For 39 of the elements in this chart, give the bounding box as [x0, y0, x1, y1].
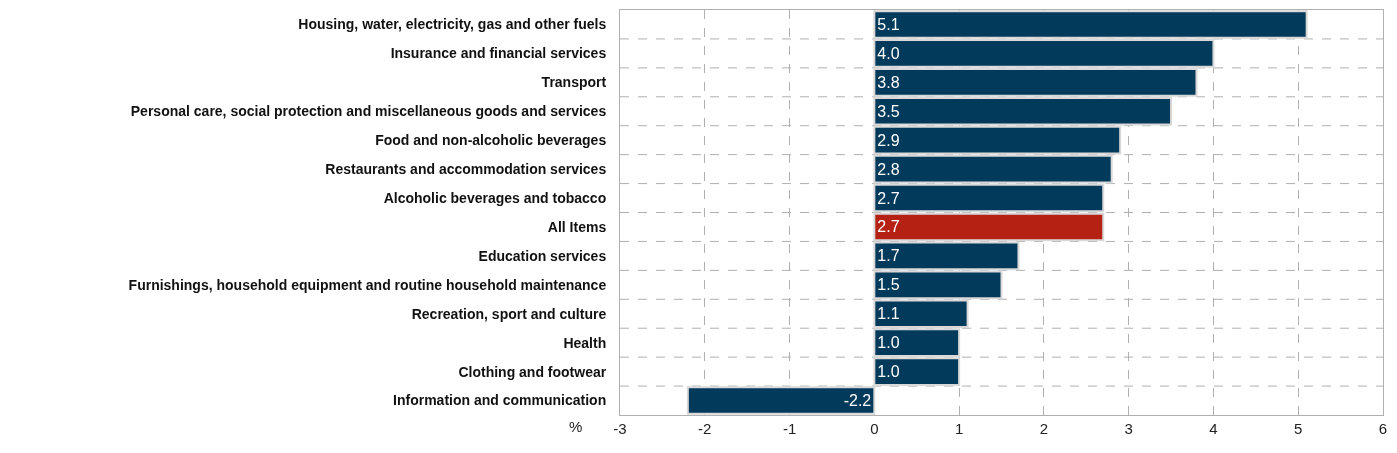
- data-label: 2.7: [877, 189, 900, 207]
- x-tick-label: -3: [613, 420, 627, 437]
- data-label: 3.8: [877, 73, 900, 91]
- data-label: 1.1: [877, 305, 900, 323]
- data-label: 1.0: [877, 363, 900, 381]
- x-tick-label: -1: [782, 420, 797, 437]
- y-tick-label: Information and communication: [393, 392, 607, 409]
- y-tick-label: Furnishings, household equipment and routine household maintenance: [128, 276, 607, 293]
- data-label: 4.0: [877, 44, 900, 62]
- y-tick-label: All Items: [547, 218, 607, 235]
- x-tick-label: 2: [1039, 420, 1049, 437]
- y-tick-label: Alcoholic beverages and tobacco: [383, 189, 607, 206]
- y-tick-label: Personal care, social protection and miscellaneous goods and services: [130, 103, 607, 120]
- x-tick-label: 5: [1294, 420, 1303, 437]
- y-tick-label: Clothing and footwear: [458, 363, 607, 380]
- y-tick-label: Food and non-alcoholic beverages: [375, 132, 607, 149]
- x-tick-label: 4: [1209, 420, 1218, 437]
- data-label: 3.5: [877, 102, 900, 120]
- y-tick-label: Housing, water, electricity, gas and other fuels: [298, 16, 607, 33]
- data-label: 5.1: [877, 15, 900, 33]
- y-tick-label: Insurance and financial services: [390, 45, 607, 62]
- x-tick-label: 6: [1378, 420, 1388, 437]
- x-tick-label: 3: [1124, 420, 1133, 437]
- x-tick-label: 0: [870, 420, 879, 437]
- data-label: -2.2: [843, 392, 872, 410]
- x-axis-title: %: [569, 418, 583, 435]
- x-tick-label: -2: [698, 420, 712, 437]
- y-tick-label: Education services: [478, 247, 607, 264]
- y-tick-label: Transport: [541, 74, 607, 91]
- data-label: 1.7: [877, 247, 900, 265]
- data-label: 2.9: [877, 131, 900, 149]
- data-label: 1.5: [877, 276, 900, 294]
- y-tick-label: Health: [563, 334, 607, 351]
- x-tick-label: 1: [954, 420, 964, 437]
- data-label: 2.8: [877, 160, 900, 178]
- y-tick-label: Recreation, sport and culture: [411, 305, 607, 322]
- data-label: 2.7: [877, 218, 900, 236]
- y-tick-label: Restaurants and accommodation services: [325, 161, 607, 178]
- data-label: 1.0: [877, 334, 900, 352]
